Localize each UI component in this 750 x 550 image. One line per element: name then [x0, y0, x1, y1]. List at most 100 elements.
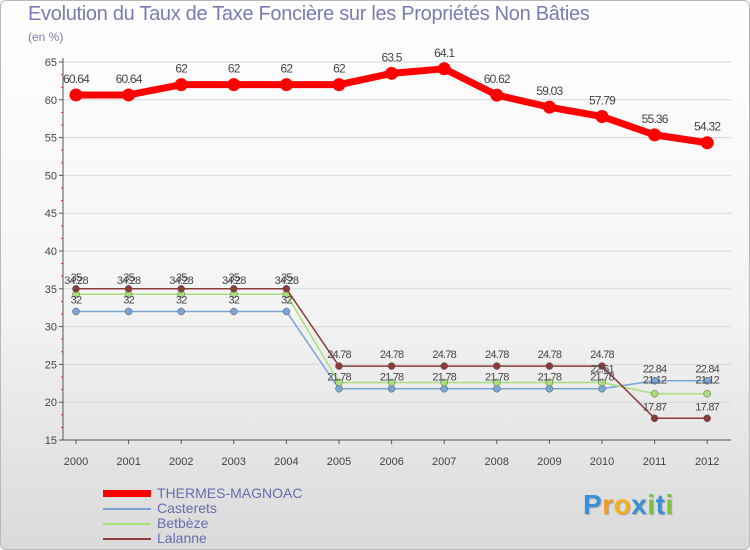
legend-item: THERMES-MAGNOAC — [103, 486, 302, 501]
x-tick-label: 2011 — [643, 456, 667, 468]
y-axis-unit-label: (en %) — [28, 30, 64, 44]
chart-title: Evolution du Taux de Taxe Foncière sur l… — [28, 3, 590, 25]
data-point — [545, 384, 554, 393]
data-point — [440, 362, 448, 370]
data-point — [650, 389, 659, 398]
logo-letter: r — [602, 489, 614, 520]
x-tick-label: 2002 — [169, 456, 193, 468]
legend-swatch — [103, 522, 151, 525]
data-point — [230, 307, 238, 316]
data-point — [124, 285, 133, 293]
y-tick-label: 40 — [45, 246, 57, 258]
data-label: 32 — [176, 294, 187, 306]
data-label: 62 — [281, 62, 294, 76]
data-label: 22.84 — [643, 364, 667, 376]
data-label: 21.78 — [538, 372, 562, 384]
x-tick-label: 2008 — [485, 456, 509, 468]
data-point — [437, 62, 451, 76]
data-point — [598, 362, 606, 370]
data-label: 22.84 — [695, 364, 719, 376]
x-tick-label: 2001 — [116, 456, 140, 468]
data-point — [648, 128, 662, 142]
data-label: 21.78 — [432, 372, 456, 384]
data-label: 24.78 — [590, 349, 614, 361]
legend-swatch — [103, 537, 151, 540]
data-point — [335, 362, 343, 370]
data-point — [332, 78, 346, 92]
x-tick-label: 2005 — [327, 456, 351, 468]
legend-label: Lalanne — [157, 530, 207, 546]
logo-letter: i — [647, 489, 656, 520]
data-point — [493, 378, 501, 387]
data-label: 32 — [281, 294, 292, 306]
y-tick-label: 55 — [45, 133, 57, 145]
x-tick-label: 2004 — [274, 456, 298, 468]
data-label: 64.1 — [434, 46, 455, 60]
data-label: 60.64 — [116, 72, 143, 86]
data-label: 22.61 — [590, 363, 614, 375]
data-label: 34.28 — [117, 275, 141, 287]
data-label: 32 — [228, 294, 239, 306]
data-point — [703, 414, 711, 423]
y-tick-label: 50 — [45, 170, 57, 182]
data-point — [493, 362, 501, 370]
data-label: 62 — [333, 62, 346, 76]
data-point — [598, 378, 606, 387]
data-label: 63.5 — [382, 50, 403, 64]
x-tick-label: 2003 — [222, 456, 246, 468]
legend-item: Lalanne — [103, 531, 302, 546]
y-tick-label: 30 — [45, 322, 57, 334]
chart-legend: THERMES-MAGNOAC Casterets Betbèze Lalanne — [103, 486, 302, 546]
data-label: 60.64 — [63, 72, 90, 86]
data-label: 24.78 — [538, 349, 562, 361]
data-point — [385, 66, 399, 80]
data-label: 62 — [175, 62, 188, 76]
data-label: 55.36 — [642, 112, 669, 126]
data-label: 21.78 — [485, 372, 509, 384]
data-label: 35 — [71, 272, 82, 284]
data-label: 35 — [228, 272, 239, 284]
data-point — [387, 384, 396, 393]
legend-item: Betbèze — [103, 516, 302, 531]
y-tick-label: 20 — [45, 397, 57, 409]
data-label: 62 — [228, 62, 241, 76]
data-label: 24.78 — [432, 349, 456, 361]
logo-letter: P — [583, 489, 603, 520]
data-point — [703, 389, 711, 398]
data-point — [542, 100, 556, 114]
data-point — [230, 285, 238, 293]
data-label: 34.28 — [222, 275, 246, 287]
data-point — [700, 136, 714, 150]
data-label: 24.78 — [327, 349, 351, 361]
data-point — [545, 362, 554, 370]
data-label: 34.28 — [64, 275, 88, 287]
y-tick-label: 65 — [45, 57, 57, 69]
x-tick-label: 2010 — [590, 456, 614, 468]
data-label: 24.78 — [380, 349, 404, 361]
data-point — [703, 376, 711, 385]
data-point — [595, 110, 609, 124]
data-label: 17.87 — [643, 401, 667, 413]
data-label: 35 — [123, 272, 134, 284]
data-point — [72, 285, 80, 293]
data-point — [650, 376, 659, 385]
data-label: 32 — [123, 294, 134, 306]
logo-letter: t — [655, 489, 666, 520]
data-point — [387, 378, 396, 387]
x-tick-label: 2012 — [695, 456, 719, 468]
x-tick-label: 2000 — [64, 456, 88, 468]
data-label: 24.78 — [485, 349, 509, 361]
data-label: 21.78 — [590, 372, 614, 384]
data-label: 60.62 — [484, 72, 511, 86]
data-point — [122, 88, 136, 102]
x-tick-label: 2009 — [537, 456, 561, 468]
data-label: 21.12 — [695, 375, 719, 387]
data-point — [177, 285, 185, 293]
legend-label: THERMES-MAGNOAC — [157, 485, 303, 501]
data-point — [598, 384, 606, 393]
data-label: 35 — [176, 272, 187, 284]
y-tick-label: 45 — [45, 208, 57, 220]
legend-swatch — [103, 490, 151, 497]
data-point — [493, 384, 501, 393]
data-label: 54.32 — [694, 120, 721, 134]
